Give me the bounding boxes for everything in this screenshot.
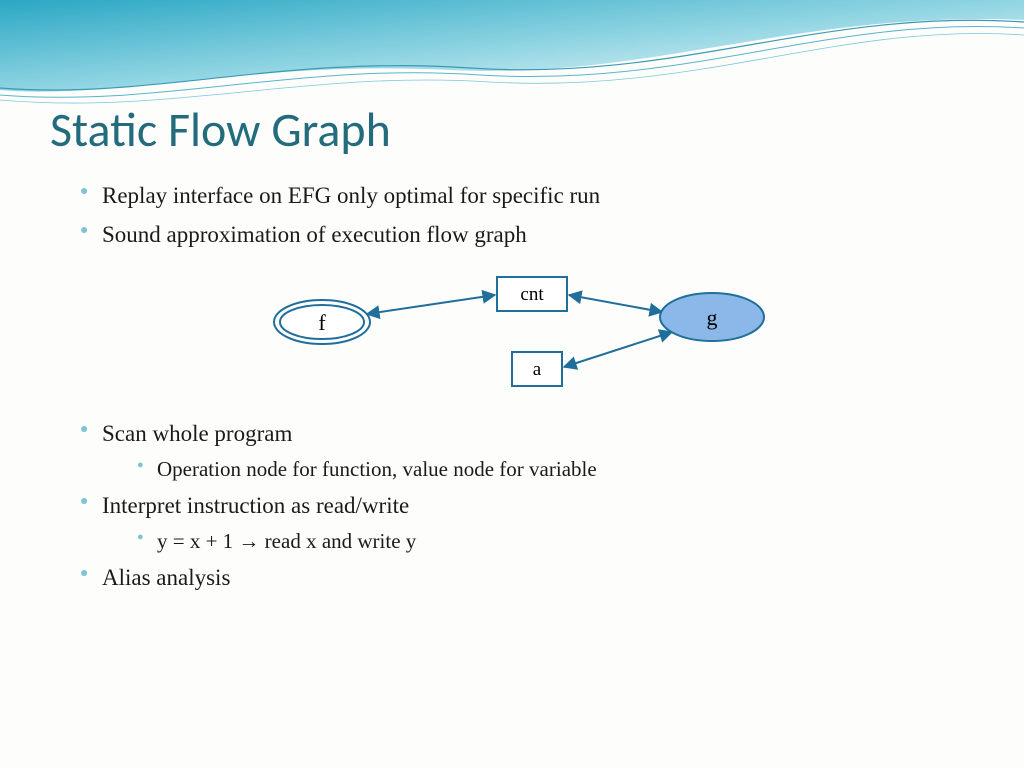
bullet-item: Replay interface on EFG only optimal for… [80,179,974,214]
bullet-item: Sound approximation of execution flow gr… [80,218,974,253]
slide-title: Static Flow Graph [50,100,974,159]
edge-cnt-f [367,295,495,314]
edge-cnt-g [569,295,662,312]
bullet-text: Interpret instruction as read/write [102,493,409,518]
bullet-text: Scan whole program [102,421,292,446]
node-g-label: g [707,305,718,330]
bullet-item: Alias analysis [80,561,974,596]
sub-bullet-item: Operation node for function, value node … [137,454,974,486]
slide-content: Static Flow Graph Replay interface on EF… [50,100,974,600]
edge-a-g [564,332,672,367]
node-cnt-label: cnt [520,284,544,305]
sub-bullet-item: y = x + 1 → read x and write y [137,526,974,558]
bullet-list: Replay interface on EFG only optimal for… [50,179,974,252]
bullet-item: Scan whole program Operation node for fu… [80,417,974,485]
bullet-item: Interpret instruction as read/write y = … [80,489,974,557]
flow-diagram: f cnt a g [212,262,812,402]
node-f-label: f [318,310,326,335]
bullet-list-2: Scan whole program Operation node for fu… [50,417,974,596]
node-a-label: a [533,359,542,380]
